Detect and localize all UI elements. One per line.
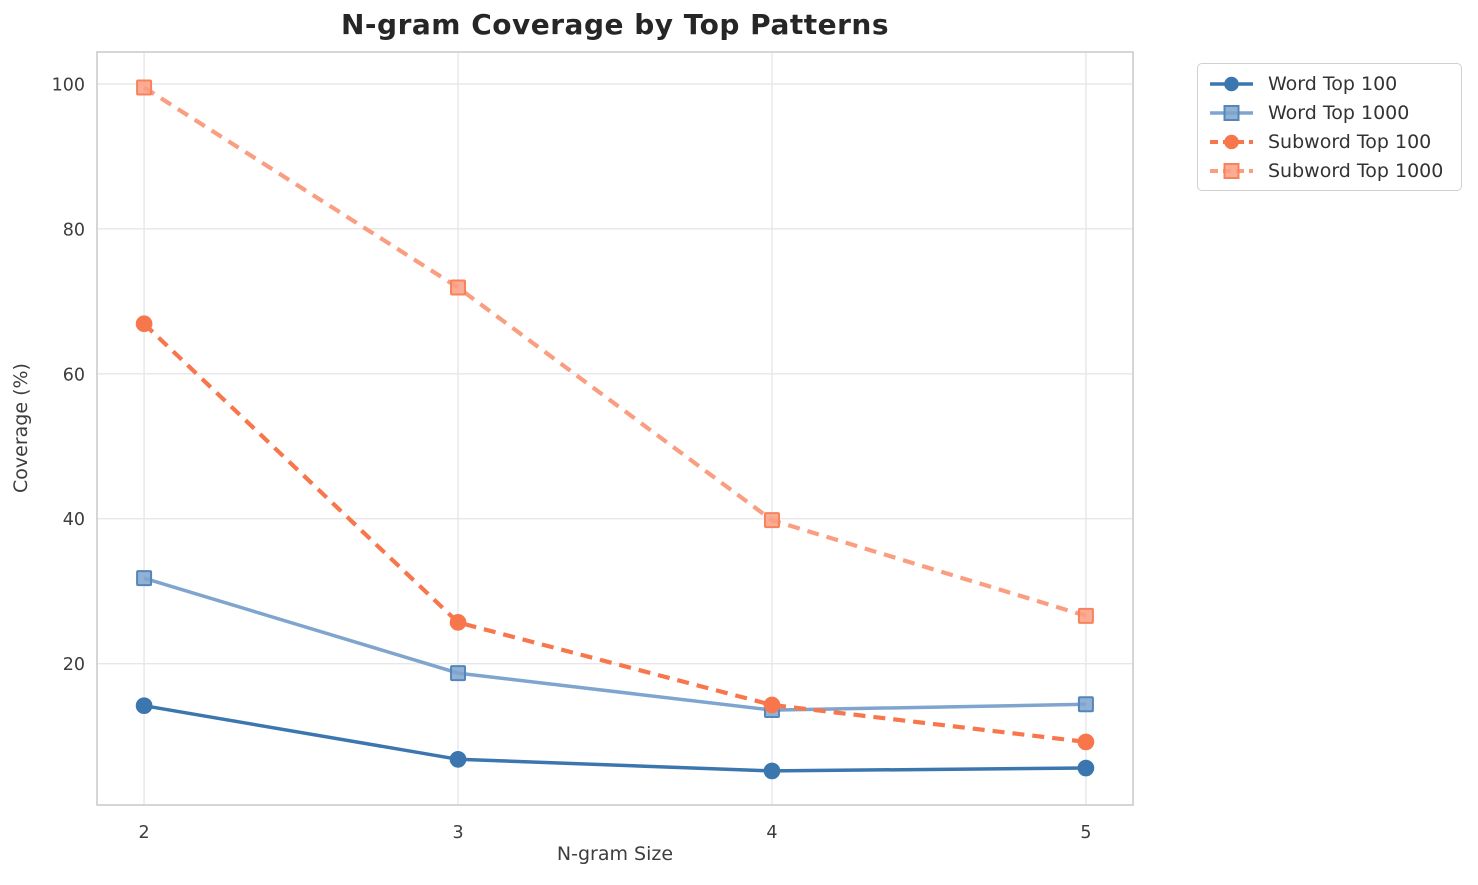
x-tick-label: 5 bbox=[1080, 823, 1091, 843]
data-point-word-top-1000 bbox=[136, 570, 153, 587]
data-point-word-top-100 bbox=[135, 697, 153, 715]
legend-label: Word Top 1000 bbox=[1268, 101, 1410, 124]
x-tick-label: 4 bbox=[766, 823, 777, 843]
y-tick-label: 20 bbox=[63, 655, 85, 675]
data-point-word-top-100 bbox=[1077, 759, 1095, 777]
data-point-word-top-1000 bbox=[450, 665, 467, 682]
y-tick-label: 40 bbox=[63, 510, 85, 530]
legend-marker-subword-top-1000 bbox=[1210, 162, 1253, 179]
x-tick-label: 2 bbox=[139, 823, 150, 843]
legend-item-subword-top-1000: Subword Top 1000 bbox=[1208, 156, 1451, 185]
data-point-subword-top-1000 bbox=[136, 79, 153, 96]
y-tick-label: 80 bbox=[63, 220, 85, 240]
x-axis-label: N-gram Size bbox=[556, 843, 674, 865]
data-point-subword-top-1000 bbox=[1077, 607, 1094, 624]
y-axis-label: Coverage (%) bbox=[10, 363, 32, 493]
data-point-subword-top-100 bbox=[135, 315, 153, 333]
plot-area bbox=[97, 52, 1133, 805]
chart-title: N-gram Coverage by Top Patterns bbox=[340, 8, 890, 41]
data-point-subword-top-1000 bbox=[763, 512, 780, 529]
x-tick-label: 3 bbox=[452, 823, 463, 843]
data-point-word-top-100 bbox=[449, 750, 467, 768]
y-tick-label: 60 bbox=[63, 365, 85, 385]
data-point-subword-top-100 bbox=[449, 614, 467, 631]
y-tick-label: 100 bbox=[52, 75, 85, 95]
legend-label: Subword Top 1000 bbox=[1268, 159, 1444, 182]
legend-marker-word-top-100 bbox=[1210, 76, 1253, 91]
series-line-subword-top-1000 bbox=[142, 85, 1087, 618]
legend-label: Word Top 100 bbox=[1268, 72, 1398, 95]
data-point-subword-top-1000 bbox=[450, 279, 467, 296]
legend: Word Top 100 Word Top 1000 Subword Top 100… bbox=[1197, 63, 1462, 191]
data-point-subword-top-100 bbox=[1077, 733, 1095, 751]
legend-item-word-top-100: Word Top 100 bbox=[1208, 69, 1451, 98]
legend-marker-word-top-1000 bbox=[1210, 104, 1253, 121]
data-point-subword-top-100 bbox=[763, 696, 781, 714]
data-point-word-top-100 bbox=[763, 762, 781, 780]
series-line-word-top-1000 bbox=[143, 576, 1086, 712]
legend-marker-subword-top-100 bbox=[1210, 134, 1253, 149]
data-point-word-top-1000 bbox=[1077, 696, 1094, 713]
legend-item-word-top-1000: Word Top 1000 bbox=[1208, 98, 1451, 127]
legend-item-subword-top-100: Subword Top 100 bbox=[1208, 127, 1451, 156]
series-line-word-top-100 bbox=[143, 703, 1086, 773]
legend-label: Subword Top 100 bbox=[1268, 130, 1432, 153]
axes-spines bbox=[96, 51, 1134, 806]
